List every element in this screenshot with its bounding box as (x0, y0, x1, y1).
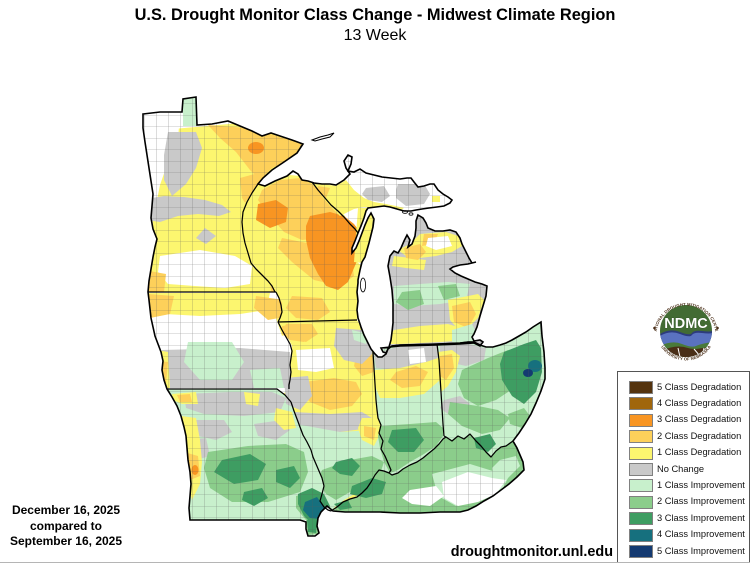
svg-text:NDMC: NDMC (664, 316, 708, 332)
